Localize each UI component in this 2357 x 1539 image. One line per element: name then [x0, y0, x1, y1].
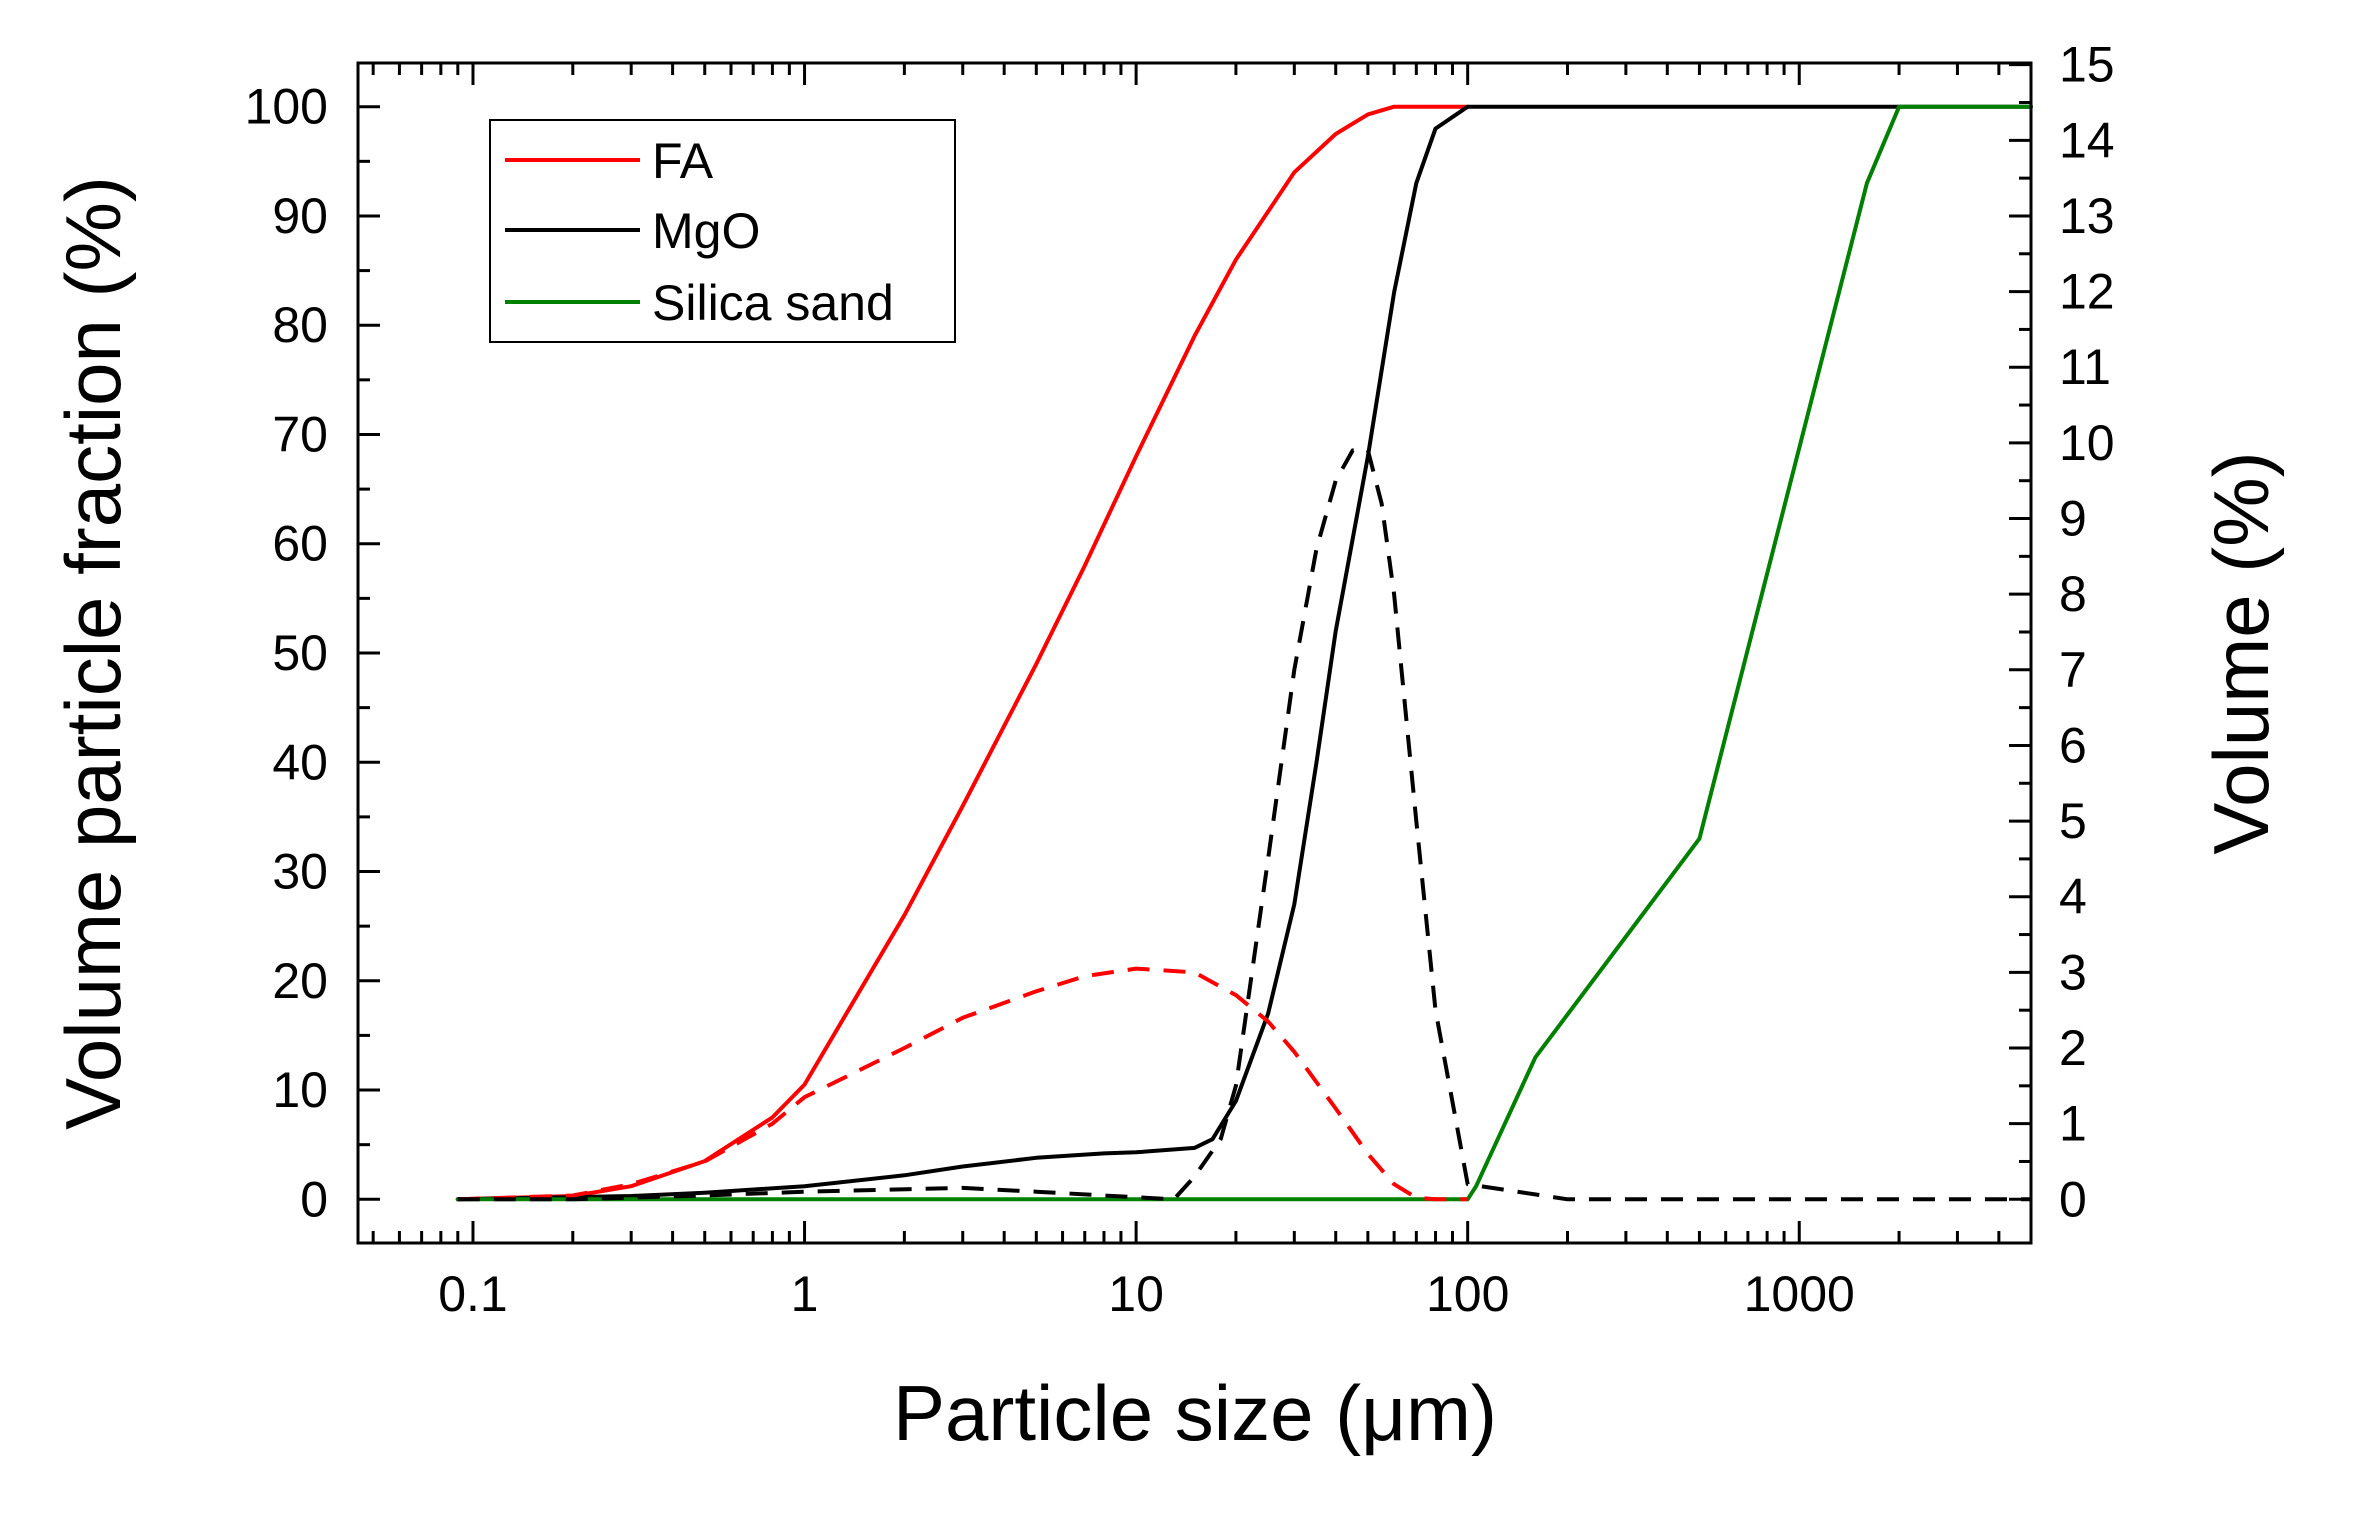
x-tick-label: 10 [1108, 1266, 1164, 1322]
plot-area [356, 61, 2033, 1245]
y-tick-label: 100 [245, 79, 328, 135]
y2-tick-label: 8 [2059, 566, 2087, 622]
y-tick-label: 30 [272, 844, 328, 900]
y2-tick-label: 1 [2059, 1096, 2087, 1152]
y-tick-label: 0 [300, 1171, 328, 1227]
x-tick-label: 1000 [1744, 1266, 1855, 1322]
y-tick-label: 40 [272, 734, 328, 790]
y-tick-label: 10 [272, 1062, 328, 1118]
y-tick-label: 60 [272, 516, 328, 572]
tick-marks [358, 63, 2033, 1243]
y-tick-label: 80 [272, 297, 328, 353]
y-tick-label: 90 [272, 188, 328, 244]
x-tick-label: 0.1 [438, 1266, 508, 1322]
legend-label-silica-sand: Silica sand [652, 275, 894, 331]
y-tick-label: 50 [272, 625, 328, 681]
y-axis-title: Volume particle fraction (%) [49, 176, 137, 1130]
y2-tick-label: 7 [2059, 642, 2087, 698]
y2-tick-label: 4 [2059, 869, 2087, 925]
y2-tick-label: 11 [2059, 339, 2111, 395]
x-axis-title: Particle size (μm) [893, 1369, 1497, 1457]
series-silica-sand-cumulative-line [455, 104, 2033, 1202]
legend-label-mgo: MgO [652, 203, 760, 259]
x-tick-label: 1 [791, 1266, 819, 1322]
y2-tick-label: 3 [2059, 944, 2087, 1000]
y-tick-label: 70 [272, 406, 328, 462]
y2-tick-label: 13 [2059, 188, 2115, 244]
y2-tick-label: 9 [2059, 491, 2087, 547]
series-fa-cumulative-line [455, 104, 1470, 1202]
y2-tick-label: 12 [2059, 264, 2115, 320]
y2-tick-label: 14 [2059, 112, 2115, 168]
y2-tick-label: 6 [2059, 717, 2087, 773]
x-tick-label: 100 [1426, 1266, 1509, 1322]
y2-tick-label: 10 [2059, 415, 2115, 471]
series-mgo-distribution-line [457, 448, 2031, 1202]
plot-frame [356, 61, 2033, 1245]
series-fa-distribution-line [457, 966, 1468, 1202]
y-tick-label: 20 [272, 953, 328, 1009]
y2-axis-title: Volume (%) [2197, 451, 2285, 854]
legend-label-fa: FA [652, 133, 714, 189]
series-mgo-cumulative-line [455, 104, 2033, 1202]
tick-labels: 0.1 1 10 100 1000010203040506070809010001234… [245, 37, 2115, 1322]
series-layer [455, 104, 2033, 1202]
legend: FA MgO Silica sand [489, 119, 956, 343]
y2-tick-label: 15 [2059, 37, 2115, 93]
y2-tick-label: 0 [2059, 1171, 2087, 1227]
y2-tick-label: 2 [2059, 1020, 2087, 1076]
y2-tick-label: 5 [2059, 793, 2087, 849]
